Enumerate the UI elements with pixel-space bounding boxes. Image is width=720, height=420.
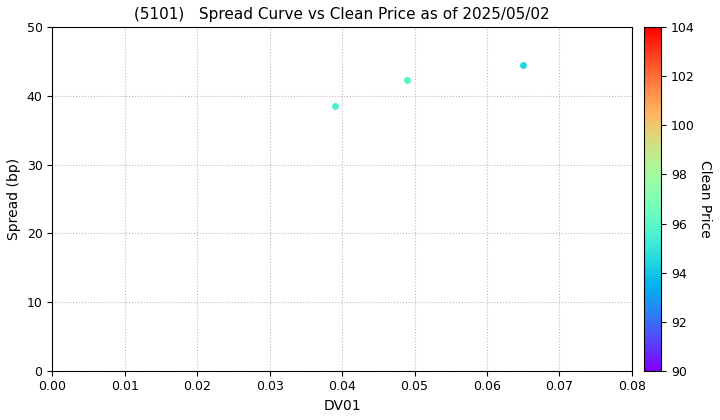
Point <box>329 103 341 110</box>
Point <box>518 62 529 68</box>
Y-axis label: Spread (bp): Spread (bp) <box>7 158 21 240</box>
X-axis label: DV01: DV01 <box>323 399 361 413</box>
Y-axis label: Clean Price: Clean Price <box>698 160 711 238</box>
Title: (5101)   Spread Curve vs Clean Price as of 2025/05/02: (5101) Spread Curve vs Clean Price as of… <box>134 7 550 22</box>
Point <box>402 77 413 84</box>
